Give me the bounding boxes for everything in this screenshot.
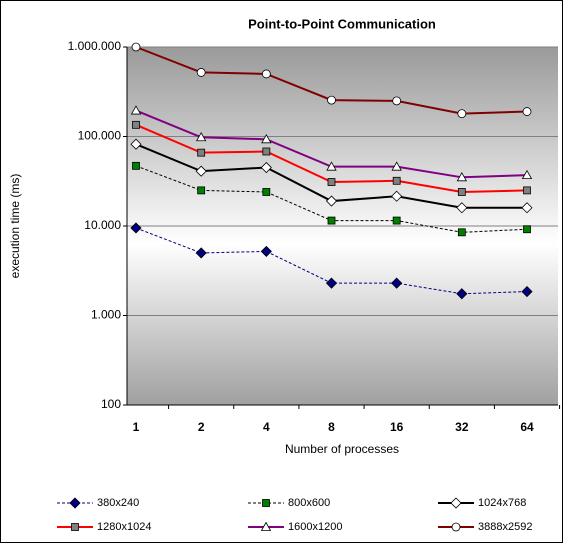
data-point: [130, 105, 142, 115]
legend-marker: [69, 497, 81, 509]
y-tick-label: 10.000: [84, 218, 121, 232]
data-point: [130, 138, 142, 150]
data-point: [523, 186, 531, 195]
legend-label: 380x240: [97, 497, 139, 509]
legend-marker: [450, 497, 462, 509]
data-point: [132, 120, 140, 129]
x-axis-title: Number of processes: [285, 442, 399, 456]
legend-marker: [260, 521, 272, 531]
data-point: [325, 277, 338, 289]
data-point: [392, 176, 401, 185]
y-tick-label: 100.000: [78, 129, 122, 143]
data-point: [521, 169, 533, 180]
x-tick-label: 8: [328, 420, 335, 434]
data-point: [457, 228, 466, 237]
legend-marker: [71, 523, 79, 531]
legend-marker: [262, 499, 270, 507]
data-point: [132, 161, 140, 170]
data-point: [392, 216, 401, 225]
y-tick-label: 1.000.000: [68, 39, 122, 53]
x-tick-label: 64: [520, 420, 534, 434]
legend-label: 1600x1200: [288, 521, 342, 533]
data-point: [456, 202, 468, 214]
data-point: [261, 69, 271, 79]
y-tick-label: 1.000: [91, 308, 121, 322]
data-point: [260, 161, 272, 174]
data-point: [521, 286, 533, 298]
legend-label: 1024x768: [478, 497, 526, 509]
data-point: [261, 134, 272, 144]
data-point: [130, 222, 142, 234]
y-tick-label: 100: [101, 397, 121, 411]
y-axis-title: execution time (ms): [8, 174, 22, 279]
data-point: [327, 95, 336, 105]
data-point: [456, 288, 468, 300]
data-point: [196, 68, 206, 77]
data-point: [260, 245, 272, 257]
data-point: [195, 247, 207, 259]
legend-label: 3888x2592: [478, 521, 532, 533]
data-point: [262, 147, 271, 156]
data-point: [325, 195, 338, 207]
data-point: [262, 188, 271, 196]
data-point: [521, 202, 533, 214]
data-point: [392, 96, 402, 106]
data-point: [523, 225, 531, 234]
data-point: [457, 188, 466, 196]
x-tick-label: 1: [133, 420, 140, 434]
data-point: [457, 109, 467, 119]
x-tick-label: 4: [263, 420, 270, 434]
legend-marker: [451, 522, 461, 532]
data-point: [195, 165, 207, 177]
legend-label: 800x600: [288, 497, 330, 509]
data-point: [326, 161, 337, 171]
x-tick-label: 2: [198, 420, 205, 434]
data-point: [327, 216, 336, 225]
data-point: [391, 161, 402, 171]
chart-title: Point-to-Point Communication: [248, 16, 436, 31]
data-point: [456, 171, 468, 182]
data-point: [195, 131, 207, 142]
data-point: [522, 107, 532, 116]
data-point: [327, 178, 336, 186]
data-point: [391, 190, 403, 202]
data-point: [131, 42, 141, 52]
data-point: [197, 186, 206, 195]
data-point: [197, 148, 206, 157]
x-tick-label: 32: [455, 420, 469, 434]
data-point: [391, 277, 403, 289]
legend-label: 1280x1024: [97, 521, 151, 533]
x-tick-label: 16: [390, 420, 404, 434]
